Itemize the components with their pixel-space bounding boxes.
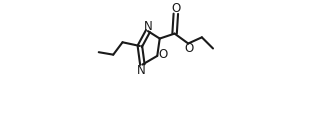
- Text: O: O: [171, 2, 180, 15]
- Text: N: N: [137, 64, 145, 77]
- Text: O: O: [158, 48, 168, 61]
- Text: O: O: [185, 42, 194, 55]
- Text: N: N: [144, 20, 153, 33]
